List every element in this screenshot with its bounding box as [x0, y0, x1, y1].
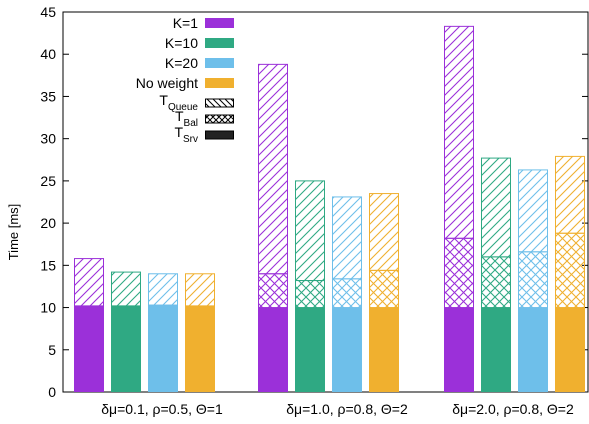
x-tick-label: δμ=0.1, ρ=0.5, Θ=1: [101, 401, 223, 417]
y-axis-label: Time [ms]: [6, 204, 21, 261]
bar-srv-segment: [111, 305, 141, 392]
legend-label: K=1: [173, 15, 199, 31]
plot-frame: [62, 11, 589, 393]
bar-queue-segment: [555, 155, 585, 234]
bar-queue-segment: [481, 157, 511, 258]
bar-queue-segment: [185, 273, 215, 307]
legend-swatch: [205, 18, 234, 28]
legend-swatch: [205, 38, 234, 48]
x-axis-tick-labels: δμ=0.1, ρ=0.5, Θ=1 δμ=1.0, ρ=0.8, Θ=2 δμ=2…: [101, 401, 574, 417]
legend-label: K=20: [165, 55, 198, 71]
bar-queue-segment: [148, 273, 178, 306]
bar-queue-segment: [369, 193, 399, 271]
bar-srv-segment: [295, 307, 325, 392]
bar-queue-segment: [258, 63, 288, 275]
legend-label: TBal: [175, 108, 198, 129]
legend-label: TQueue: [159, 92, 198, 113]
y-tick-label: 25: [40, 173, 56, 189]
bar-bal-segment: [295, 280, 325, 309]
y-tick-label: 20: [40, 215, 56, 231]
bar-srv-segment: [555, 307, 585, 392]
bars-group: [74, 25, 585, 392]
bar-queue-segment: [332, 196, 362, 280]
bar-bal-segment: [518, 251, 548, 309]
bar-bal-segment: [481, 256, 511, 309]
plot-frame-group: [62, 11, 589, 393]
bar-srv-segment: [258, 307, 288, 392]
y-tick-label: 10: [40, 300, 56, 316]
bar-bal-segment: [332, 278, 362, 309]
bar-srv-segment: [185, 305, 215, 392]
bar-queue-segment: [444, 25, 474, 239]
y-tick-label: 15: [40, 257, 56, 273]
bar-bal-segment: [369, 269, 399, 309]
bar-queue-segment: [295, 180, 325, 282]
legend-label: K=10: [165, 35, 198, 51]
legend-swatch: [205, 98, 234, 108]
bar-srv-segment: [518, 307, 548, 392]
legend-swatch: [205, 114, 234, 124]
y-tick-label: 0: [48, 384, 56, 400]
bar-srv-segment: [444, 307, 474, 392]
bar-srv-segment: [332, 307, 362, 392]
legend-label: No weight: [136, 75, 198, 91]
legend-label: TSrv: [174, 124, 198, 145]
legend-swatch: [205, 58, 234, 68]
y-axis-ticks: 0 5 10 15 20 25 30 35 40 45: [40, 4, 588, 400]
bar-bal-segment: [444, 237, 474, 309]
bar-bal-segment: [258, 273, 288, 309]
bar-queue-segment: [111, 271, 141, 307]
bar-srv-segment: [148, 305, 178, 392]
bar-srv-segment: [481, 307, 511, 392]
y-tick-label: 40: [40, 46, 56, 62]
y-tick-label: 45: [40, 4, 56, 20]
x-tick-label: δμ=1.0, ρ=0.8, Θ=2: [286, 401, 408, 417]
bar-queue-segment: [74, 258, 104, 307]
bar-srv-segment: [369, 307, 399, 392]
bar-srv-segment: [74, 305, 104, 392]
x-tick-label: δμ=2.0, ρ=0.8, Θ=2: [452, 401, 574, 417]
y-tick-label: 35: [40, 88, 56, 104]
bar-queue-segment: [518, 169, 548, 253]
y-tick-label: 30: [40, 131, 56, 147]
bar-bal-segment: [555, 232, 585, 309]
legend-swatch: [205, 130, 234, 140]
y-tick-label: 5: [48, 342, 56, 358]
legend-swatch: [205, 78, 234, 88]
